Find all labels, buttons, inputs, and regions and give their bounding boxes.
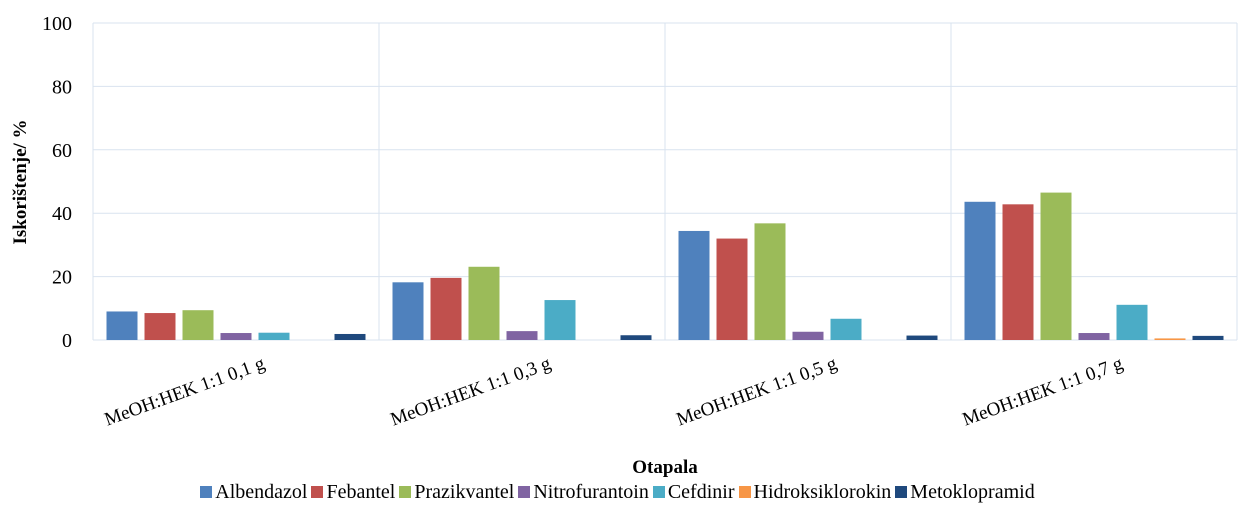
legend-item-metoklopramid: Metoklopramid <box>895 481 1035 503</box>
legend-label: Nitrofurantoin <box>533 481 649 503</box>
bar-febantel <box>1002 204 1034 340</box>
legend-swatch <box>399 486 412 498</box>
y-tick-label: 40 <box>52 203 72 225</box>
bar-cefdinir <box>1116 304 1148 340</box>
bar-albendazol <box>678 230 710 340</box>
bar-prazikvantel <box>1040 192 1072 340</box>
bar-nitrofurantoin <box>220 333 252 340</box>
bar-prazikvantel <box>182 310 214 340</box>
legend-label: Prazikvantel <box>414 481 515 503</box>
bar-febantel <box>716 238 748 340</box>
category-label: MeOH:HEK 1:1 0,1 g <box>102 353 268 431</box>
legend-swatch <box>895 486 908 498</box>
bar-albendazol <box>106 311 138 340</box>
legend-item-hidroksiklorokin: Hidroksiklorokin <box>738 481 892 503</box>
bar-prazikvantel <box>468 266 500 340</box>
bar-nitrofurantoin <box>792 331 824 340</box>
y-tick-label: 20 <box>52 267 72 289</box>
bar-hidroksiklorokin <box>1154 338 1186 340</box>
legend-swatch <box>652 486 665 498</box>
bar-albendazol <box>964 201 996 340</box>
bar-cefdinir <box>544 300 576 340</box>
legend-label: Febantel <box>326 481 396 503</box>
legend-label: Albendazol <box>215 481 308 503</box>
legend-swatch <box>311 486 324 498</box>
y-tick-label: 0 <box>62 330 72 352</box>
bar-nitrofurantoin <box>506 331 538 340</box>
bar-nitrofurantoin <box>1078 333 1110 340</box>
category-label: MeOH:HEK 1:1 0,3 g <box>388 353 554 431</box>
bar-cefdinir <box>258 332 290 340</box>
bar-metoklopramid <box>334 333 366 340</box>
legend-swatch <box>518 486 531 498</box>
y-axis-ticks: 0 20 40 60 80 100 <box>42 13 72 352</box>
legend-label: Cefdinir <box>667 481 735 503</box>
legend-label: Hidroksiklorokin <box>753 481 892 503</box>
chart-bars <box>106 192 1224 340</box>
bar-febantel <box>430 277 462 340</box>
y-tick-label: 80 <box>52 76 72 98</box>
bar-metoklopramid <box>1192 335 1224 340</box>
y-axis-label: Iskorištenje/ % <box>10 119 31 244</box>
legend-item-nitrofurantoin: Nitrofurantoin <box>518 481 649 503</box>
legend-item-cefdinir: Cefdinir <box>652 481 735 503</box>
legend-item-albendazol: Albendazol <box>200 481 307 503</box>
bar-cefdinir <box>830 318 862 340</box>
legend-item-febantel: Febantel <box>311 481 395 503</box>
bar-prazikvantel <box>754 223 786 340</box>
x-axis-categories: MeOH:HEK 1:1 0,1 g MeOH:HEK 1:1 0,3 g MeOH… <box>102 353 1126 431</box>
category-label: MeOH:HEK 1:1 0,7 g <box>960 353 1126 431</box>
y-tick-label: 60 <box>52 140 72 162</box>
x-axis-label: Otapala <box>632 457 698 478</box>
category-label: MeOH:HEK 1:1 0,5 g <box>674 353 840 431</box>
chart-legend: Albendazol Febantel Prazikvantel Nitrofuran… <box>0 481 1239 503</box>
bar-metoklopramid <box>620 335 652 340</box>
legend-label: Metoklopramid <box>910 481 1035 503</box>
legend-swatch <box>738 486 751 498</box>
bar-metoklopramid <box>906 335 938 340</box>
chart-gridlines <box>92 22 1238 341</box>
bar-albendazol <box>392 282 424 340</box>
legend-swatch <box>200 486 213 498</box>
bar-febantel <box>144 313 176 340</box>
y-tick-label: 100 <box>42 13 72 35</box>
legend-item-prazikvantel: Prazikvantel <box>399 481 514 503</box>
